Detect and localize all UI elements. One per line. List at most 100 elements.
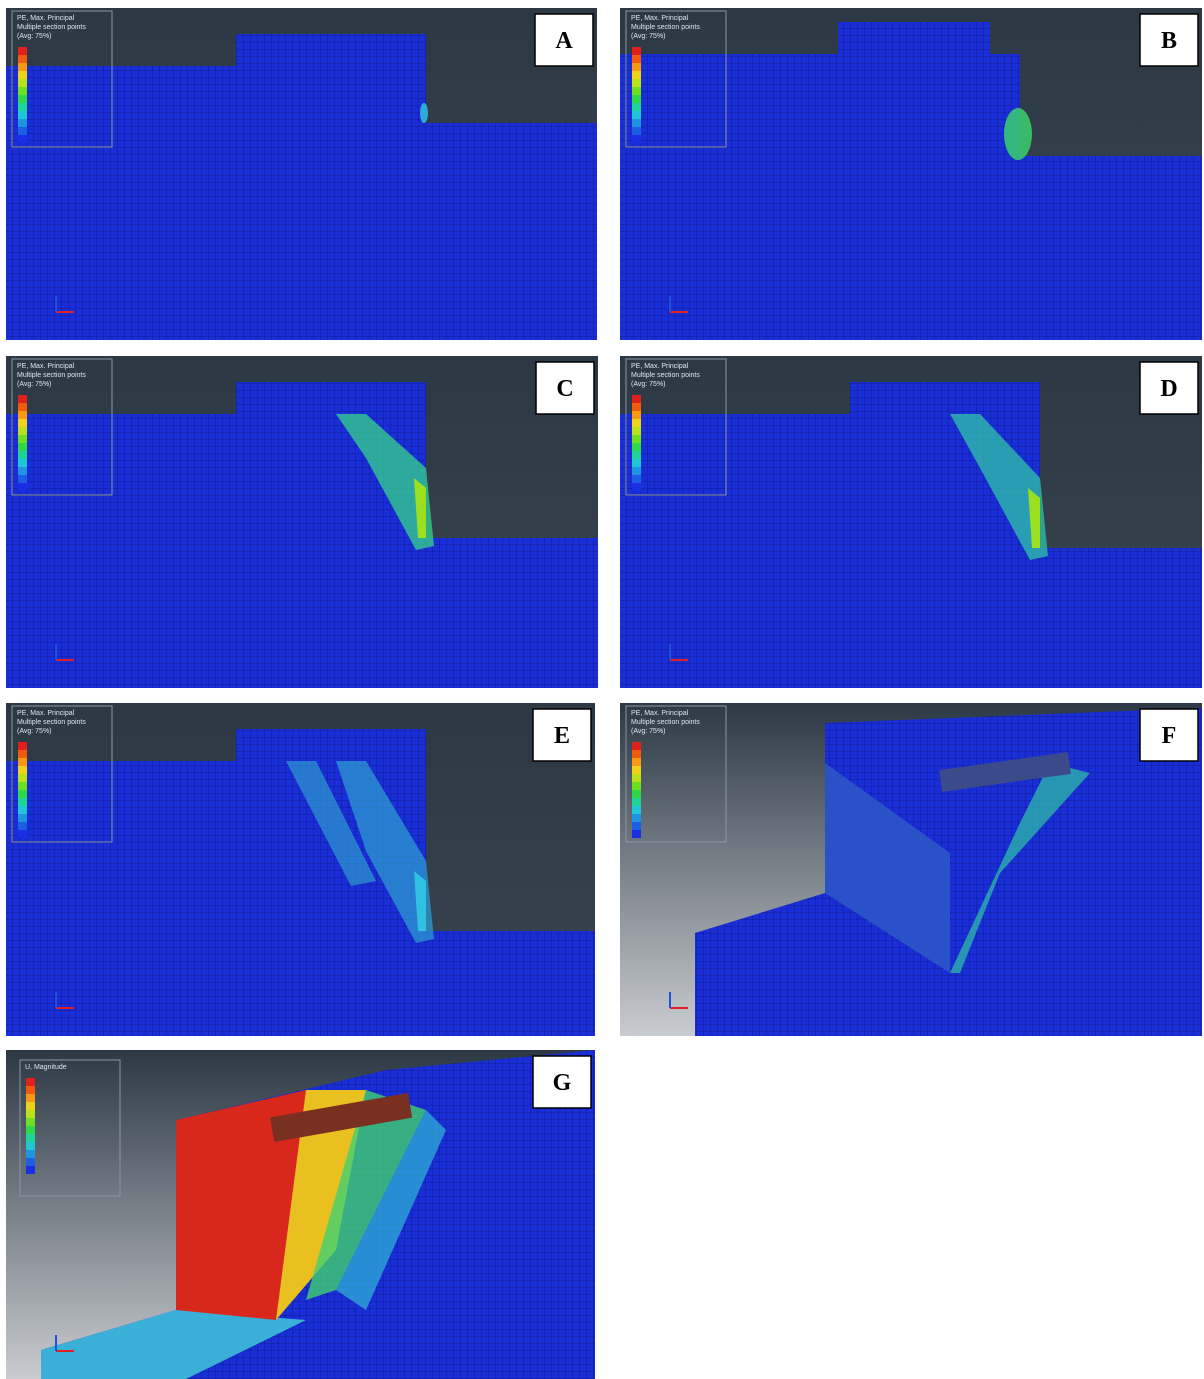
colorbar-swatch xyxy=(632,459,641,467)
stress-spot xyxy=(420,103,428,123)
simulation-panel: PE, Max. Principal Multiple section point… xyxy=(620,356,1202,688)
colorbar-swatch xyxy=(18,435,27,443)
colorbar-swatch xyxy=(632,119,641,127)
colorbar-swatch xyxy=(18,790,27,798)
legend-average: (Avg: 75%) xyxy=(17,33,52,40)
panel-image: PE, Max. Principal Multiple section point… xyxy=(6,703,595,1036)
indenter-block xyxy=(236,382,426,414)
colorbar-swatch xyxy=(632,830,641,838)
colorbar-swatch xyxy=(18,103,27,111)
indenter-block xyxy=(236,34,426,66)
panel-label: A xyxy=(555,28,573,54)
colorbar-swatch xyxy=(18,822,27,830)
legend-subtitle: Multiple section points xyxy=(17,719,86,726)
colorbar-swatch xyxy=(26,1126,35,1134)
colorbar-swatch xyxy=(18,806,27,814)
colorbar-swatch xyxy=(632,135,641,143)
colorbar-swatch xyxy=(26,1134,35,1142)
panel-image: PE, Max. Principal Multiple section point… xyxy=(6,8,597,340)
colorbar-swatch xyxy=(26,1166,35,1174)
colorbar-swatch xyxy=(632,95,641,103)
colorbar-swatch xyxy=(632,782,641,790)
colorbar-swatch xyxy=(18,87,27,95)
colorbar-swatch xyxy=(632,750,641,758)
legend-title: PE, Max. Principal xyxy=(17,15,75,22)
colorbar-swatch xyxy=(18,71,27,79)
panel-label: G xyxy=(553,1070,572,1096)
colorbar-swatch xyxy=(632,758,641,766)
simulation-panel: U, Magnitude G xyxy=(6,1050,595,1379)
colorbar-swatch xyxy=(632,55,641,63)
colorbar-swatch xyxy=(18,451,27,459)
colorbar-swatch xyxy=(26,1150,35,1158)
colorbar-swatch xyxy=(632,47,641,55)
colorbar-swatch xyxy=(18,475,27,483)
simulation-panel: PE, Max. Principal Multiple section point… xyxy=(6,8,597,340)
colorbar-swatch xyxy=(18,758,27,766)
colorbar-swatch xyxy=(632,79,641,87)
colorbar-swatch xyxy=(632,774,641,782)
colorbar-swatch xyxy=(632,403,641,411)
colorbar-swatch xyxy=(632,395,641,403)
colorbar-swatch xyxy=(632,814,641,822)
colorbar-swatch xyxy=(632,483,641,491)
indenter-block xyxy=(838,22,990,54)
colorbar-swatch xyxy=(18,395,27,403)
colorbar-swatch xyxy=(18,830,27,838)
colorbar-swatch xyxy=(632,427,641,435)
colorbar-swatch xyxy=(26,1118,35,1126)
colorbar-swatch xyxy=(18,419,27,427)
legend-title: PE, Max. Principal xyxy=(631,363,689,370)
legend-subtitle: Multiple section points xyxy=(631,24,700,31)
colorbar-swatch xyxy=(26,1094,35,1102)
colorbar-swatch xyxy=(18,403,27,411)
colorbar-swatch xyxy=(632,411,641,419)
panel-label: C xyxy=(556,376,573,402)
legend-average: (Avg: 75%) xyxy=(631,728,666,735)
colorbar-swatch xyxy=(632,71,641,79)
colorbar-swatch xyxy=(632,435,641,443)
panel-label: F xyxy=(1162,723,1177,749)
colorbar-swatch xyxy=(18,774,27,782)
colorbar-swatch xyxy=(18,483,27,491)
panel-label: E xyxy=(554,723,570,749)
panel-label: B xyxy=(1161,28,1177,54)
colorbar-swatch xyxy=(632,822,641,830)
colorbar-swatch xyxy=(632,451,641,459)
colorbar-swatch xyxy=(18,135,27,143)
colorbar-swatch xyxy=(632,87,641,95)
colorbar-swatch xyxy=(632,111,641,119)
colorbar-swatch xyxy=(18,814,27,822)
colorbar-swatch xyxy=(18,443,27,451)
legend-title: PE, Max. Principal xyxy=(17,710,75,717)
colorbar-swatch xyxy=(632,798,641,806)
legend-average: (Avg: 75%) xyxy=(17,728,52,735)
legend-title: PE, Max. Principal xyxy=(17,363,75,370)
panel-image: PE, Max. Principal Multiple section point… xyxy=(620,356,1202,688)
colorbar-swatch xyxy=(18,411,27,419)
colorbar-swatch xyxy=(26,1078,35,1086)
colorbar-swatch xyxy=(18,427,27,435)
legend-title: U, Magnitude xyxy=(25,1064,67,1071)
indenter-block xyxy=(850,382,1040,414)
legend-title: PE, Max. Principal xyxy=(631,710,689,717)
legend-subtitle: Multiple section points xyxy=(17,24,86,31)
colorbar-swatch xyxy=(26,1110,35,1118)
colorbar-swatch xyxy=(26,1102,35,1110)
legend-subtitle: Multiple section points xyxy=(631,719,700,726)
colorbar-swatch xyxy=(26,1086,35,1094)
indenter-block xyxy=(236,729,426,761)
legend-average: (Avg: 75%) xyxy=(17,381,52,388)
colorbar-swatch xyxy=(18,467,27,475)
colorbar-swatch xyxy=(18,63,27,71)
legend-subtitle: Multiple section points xyxy=(631,372,700,379)
legend-average: (Avg: 75%) xyxy=(631,33,666,40)
colorbar-swatch xyxy=(632,127,641,135)
colorbar-swatch xyxy=(632,806,641,814)
colorbar-swatch xyxy=(18,766,27,774)
colorbar-swatch xyxy=(18,782,27,790)
stress-spot xyxy=(1004,108,1032,160)
simulation-panel: PE, Max. Principal Multiple section point… xyxy=(620,703,1202,1036)
colorbar-swatch xyxy=(18,119,27,127)
